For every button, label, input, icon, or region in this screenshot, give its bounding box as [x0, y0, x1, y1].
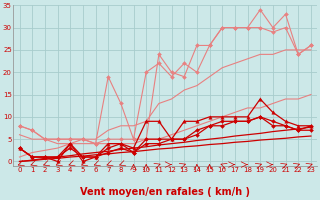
X-axis label: Vent moyen/en rafales ( km/h ): Vent moyen/en rafales ( km/h ) [80, 187, 250, 197]
